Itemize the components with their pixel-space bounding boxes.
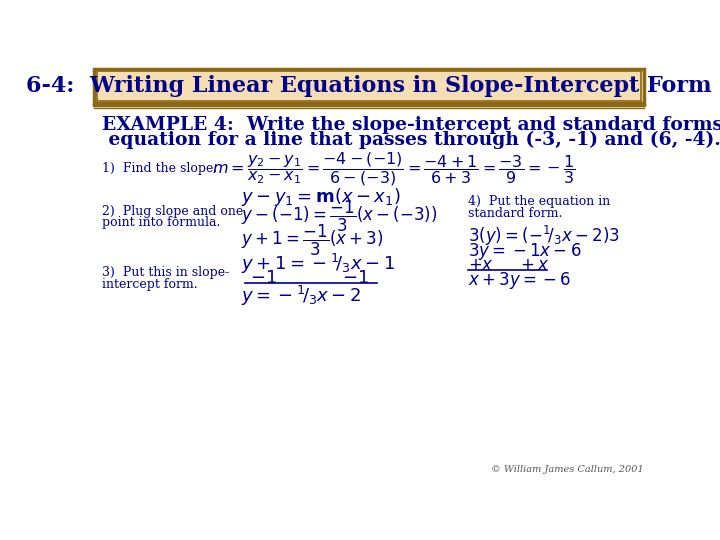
Text: $y + 1 = -^1\!/_3x - 1$: $y + 1 = -^1\!/_3x - 1$ (241, 252, 395, 275)
Text: $3(y) = (-^1\!/_3x - 2)3$: $3(y) = (-^1\!/_3x - 2)3$ (468, 224, 620, 248)
Text: 4)  Put the equation in: 4) Put the equation in (468, 195, 611, 208)
Text: $+x \quad\;\; +x$: $+x \quad\;\; +x$ (468, 256, 549, 274)
FancyBboxPatch shape (94, 69, 644, 103)
Text: 2)  Plug slope and one: 2) Plug slope and one (102, 205, 243, 218)
Text: 1)  Find the slope.: 1) Find the slope. (102, 162, 217, 176)
Text: $y - y_1 = \mathbf{m}(x - x_1)$: $y - y_1 = \mathbf{m}(x - x_1)$ (241, 186, 401, 208)
Text: EXAMPLE 4:  Write the slope-intercept and standard forms of the: EXAMPLE 4: Write the slope-intercept and… (102, 116, 720, 134)
Text: $3y = -1x - 6$: $3y = -1x - 6$ (468, 241, 582, 262)
Text: intercept form.: intercept form. (102, 278, 197, 291)
Text: $y = -^1\!/_3x - 2$: $y = -^1\!/_3x - 2$ (241, 284, 361, 308)
Text: standard form.: standard form. (468, 207, 562, 220)
Text: point into formula.: point into formula. (102, 216, 220, 229)
Text: $x + 3y = -6$: $x + 3y = -6$ (468, 270, 572, 291)
Text: $-1$: $-1$ (251, 269, 277, 287)
Text: $y+1 = \dfrac{-1}{3}(x+3)$: $y+1 = \dfrac{-1}{3}(x+3)$ (241, 223, 384, 258)
Text: $y-(-1) = \dfrac{-1}{3}(x-(-3))$: $y-(-1) = \dfrac{-1}{3}(x-(-3))$ (241, 199, 438, 234)
Text: 6-4:  Writing Linear Equations in Slope-Intercept Form: 6-4: Writing Linear Equations in Slope-I… (26, 75, 712, 97)
Text: 3)  Put this in slope-: 3) Put this in slope- (102, 266, 229, 279)
Text: $m = \dfrac{y_2 - y_1}{x_2 - x_1} = \dfrac{-4-(-1)}{6-(-3)} = \dfrac{-4+1}{6+3} : $m = \dfrac{y_2 - y_1}{x_2 - x_1} = \dfr… (212, 150, 576, 188)
Text: © William James Callum, 2001: © William James Callum, 2001 (491, 465, 644, 475)
Text: $-1$: $-1$ (342, 269, 369, 287)
Text: equation for a line that passes through (-3, -1) and (6, -4).: equation for a line that passes through … (102, 130, 720, 148)
